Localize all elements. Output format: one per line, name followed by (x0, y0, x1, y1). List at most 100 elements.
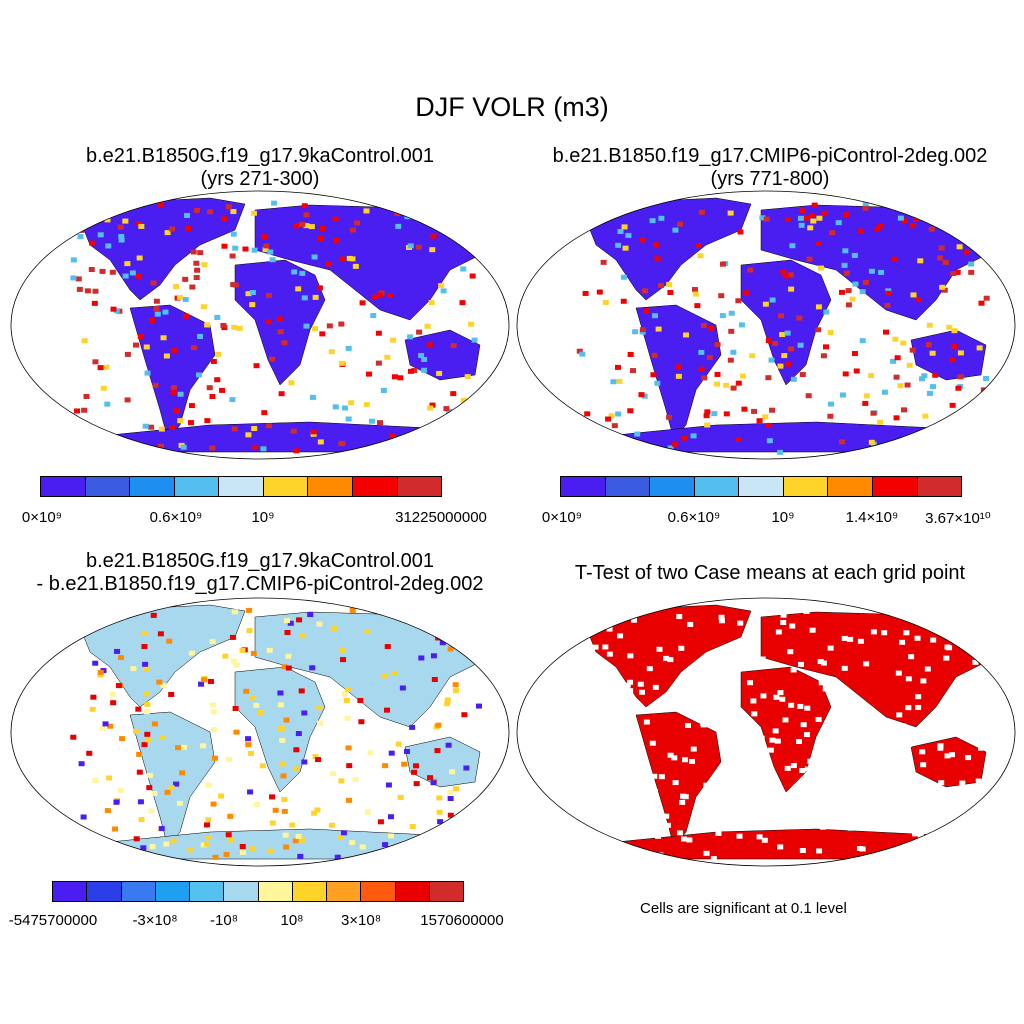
grid-cell (680, 836, 687, 842)
grid-cell (243, 688, 250, 694)
grid-cell (349, 607, 356, 613)
grid-cell (411, 769, 418, 775)
grid-cell (784, 216, 791, 222)
grid-cell (105, 243, 112, 249)
grid-cell (341, 405, 348, 411)
grid-cell (391, 670, 398, 676)
grid-cell (267, 848, 274, 854)
grid-cell (364, 809, 371, 815)
grid-cell (177, 418, 184, 424)
grid-cell (231, 609, 238, 615)
grid-cell (434, 209, 441, 215)
grid-cell (747, 267, 754, 273)
grid-cell (615, 411, 622, 417)
grid-cell (852, 281, 859, 287)
grid-cell (143, 691, 150, 697)
grid-cell (230, 658, 237, 664)
grid-cell (363, 208, 370, 214)
grid-cell (159, 734, 166, 740)
grid-cell (276, 316, 283, 322)
grid-cell (730, 349, 737, 355)
grid-cell (151, 790, 158, 796)
grid-cell (622, 245, 629, 251)
grid-cell (882, 329, 889, 335)
grid-cell (439, 640, 446, 646)
grid-cell (694, 303, 701, 309)
grid-cell (703, 850, 710, 856)
grid-cell (301, 203, 308, 209)
grid-cell (194, 207, 201, 213)
grid-cell (303, 323, 310, 329)
grid-cell (779, 696, 786, 702)
grid-cell (343, 697, 350, 703)
grid-cell (699, 801, 706, 807)
grid-cell (209, 445, 216, 451)
grid-cell (938, 245, 945, 251)
colorbar-tick: 0.6×10⁹ (667, 509, 721, 526)
grid-cell (135, 273, 142, 279)
grid-cell (283, 844, 290, 850)
grid-cell (964, 200, 971, 206)
grid-cell (912, 831, 919, 837)
grid-cell (773, 694, 780, 700)
grid-cell (721, 797, 728, 803)
grid-cell (767, 747, 774, 753)
grid-cell (761, 837, 768, 843)
grid-cell (438, 283, 445, 289)
grid-cell (136, 769, 143, 775)
grid-cell (710, 707, 717, 713)
grid-cell (967, 228, 974, 234)
grid-cell (890, 358, 897, 364)
land-area (129, 711, 216, 848)
grid-cell (197, 333, 204, 339)
grid-cell (397, 794, 404, 800)
grid-cell (852, 768, 859, 774)
grid-cell (897, 215, 904, 221)
grid-cell (667, 445, 674, 451)
grid-cell (142, 423, 149, 429)
grid-cell (266, 292, 273, 298)
grid-cell (884, 302, 891, 308)
grid-cell (698, 366, 705, 372)
grid-cell (959, 780, 966, 786)
grid-cell (401, 761, 408, 767)
grid-cell (136, 255, 143, 261)
grid-cell (799, 768, 806, 774)
grid-cell (407, 334, 414, 340)
grid-cell (615, 242, 622, 248)
grid-cell (232, 705, 239, 711)
grid-cell (951, 343, 958, 349)
grid-cell (450, 634, 457, 640)
grid-cell (463, 765, 470, 771)
grid-cell (811, 202, 818, 208)
grid-cell (179, 770, 186, 776)
grid-cell (905, 676, 912, 682)
grid-cell (252, 444, 259, 450)
grid-cell (204, 322, 211, 328)
grid-cell (652, 684, 659, 690)
grid-cell (245, 736, 252, 742)
grid-cell (137, 799, 144, 805)
grid-cell (229, 634, 236, 640)
grid-cell (319, 331, 326, 337)
grid-cell (263, 243, 270, 249)
grid-cell (436, 370, 443, 376)
grid-cell (289, 822, 296, 828)
grid-cell (724, 679, 731, 685)
grid-cell (735, 436, 742, 442)
grid-cell (279, 737, 286, 743)
grid-cell (601, 668, 608, 674)
grid-cell (921, 209, 928, 215)
grid-cell (769, 297, 776, 303)
grid-cell (413, 763, 420, 769)
grid-cell (129, 270, 136, 276)
grid-cell (148, 424, 155, 430)
grid-cell (770, 807, 777, 813)
grid-cell (772, 728, 779, 734)
grid-cell (449, 843, 456, 849)
grid-cell (114, 648, 121, 654)
grid-cell (839, 392, 846, 398)
grid-cell (920, 678, 927, 684)
grid-cell (84, 288, 91, 294)
grid-cell (447, 812, 454, 818)
